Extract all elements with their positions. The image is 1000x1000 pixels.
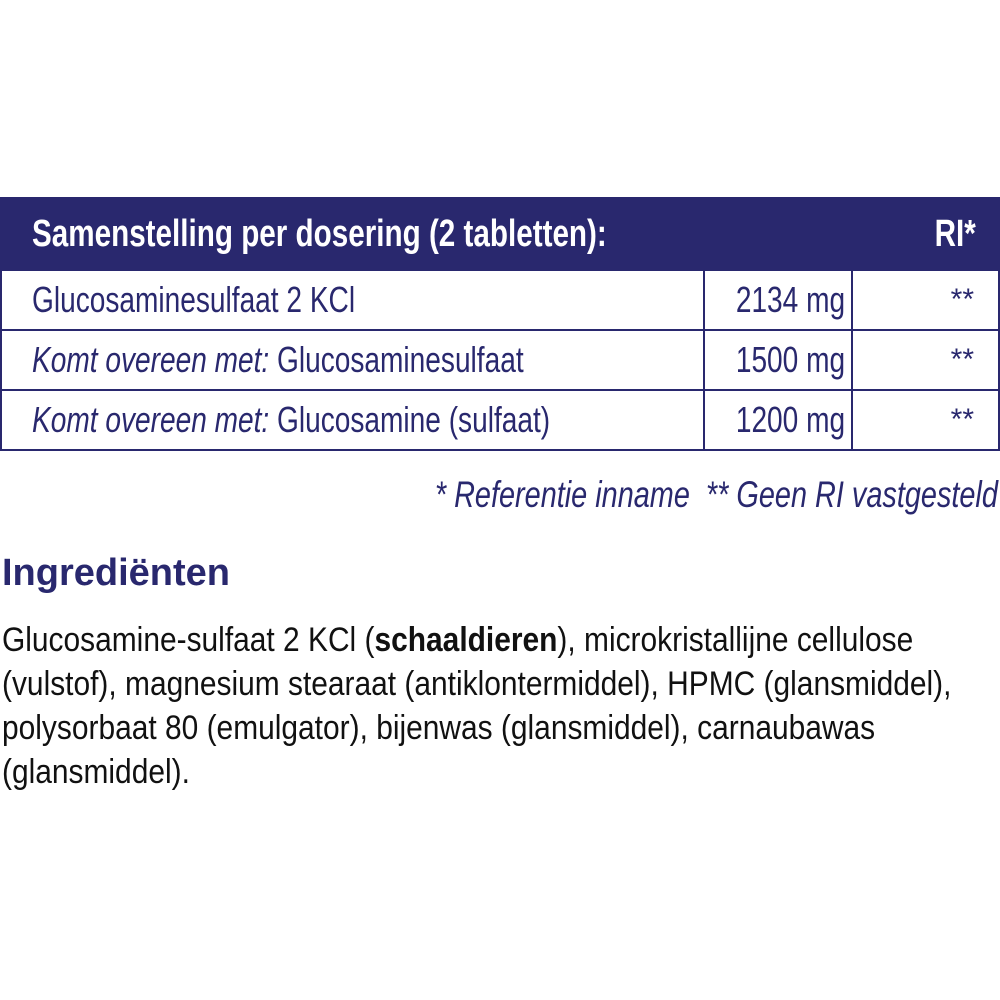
table-row: Komt overeen met: Glucosamine (sulfaat) … [2,389,998,449]
ri-value: ** [950,283,974,316]
ri-value: ** [950,403,974,436]
ingredient-name: Komt overeen met: Glucosamine (sulfaat) [32,399,551,440]
ingredient-name: Glucosaminesulfaat 2 KCl [32,279,356,320]
table-title: Samenstelling per dosering (2 tabletten)… [32,213,607,255]
ri-value: ** [950,343,974,376]
amount: 1200 mg [735,399,846,440]
table-row: Glucosaminesulfaat 2 KCl 2134 mg ** [2,269,998,329]
composition-table: Samenstelling per dosering (2 tabletten)… [0,197,1000,451]
footnote: * Referentie inname ** Geen RI vastgeste… [434,474,998,515]
table-header: Samenstelling per dosering (2 tabletten)… [2,199,998,269]
ingredients-heading: Ingrediënten [2,552,231,594]
ri-column-header: RI* [934,213,976,255]
ingredients-text: Glucosamine-sulfaat 2 KCl (schaaldieren)… [2,621,952,791]
amount: 1500 mg [735,339,846,380]
allergen: schaaldieren [374,621,558,659]
amount: 2134 mg [735,279,846,320]
ingredient-name: Komt overeen met: Glucosaminesulfaat [32,339,524,380]
table-row: Komt overeen met: Glucosaminesulfaat 150… [2,329,998,389]
